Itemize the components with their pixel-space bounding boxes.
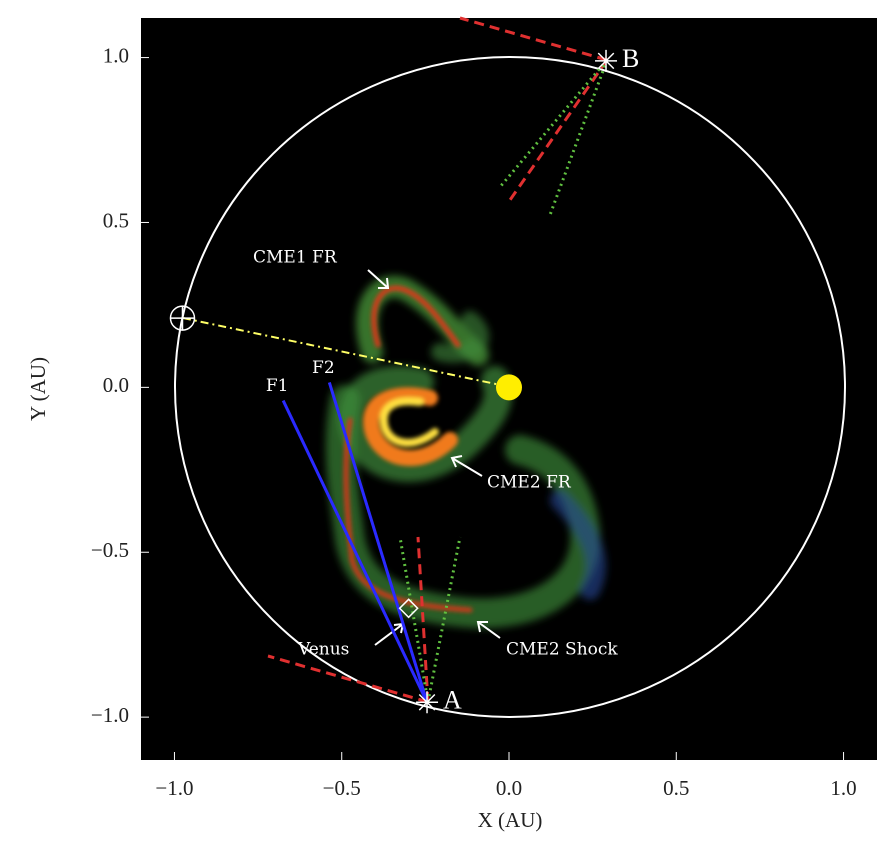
spacecraft-label: B bbox=[622, 44, 639, 73]
venus-marker bbox=[398, 598, 419, 619]
sun-earth-line bbox=[182, 317, 511, 388]
x-tick-label: −1.0 bbox=[155, 776, 193, 800]
x-tick-label: 1.0 bbox=[830, 776, 856, 800]
earth-marker bbox=[169, 305, 196, 331]
annotation: Venus bbox=[297, 640, 349, 660]
y-axis-label: Y (AU) bbox=[26, 357, 50, 421]
y-tick-label: 0.5 bbox=[103, 208, 129, 232]
x-axis-label: X (AU) bbox=[478, 808, 543, 832]
x-tick-label: 0.5 bbox=[663, 776, 689, 800]
view-lines bbox=[267, 16, 609, 704]
field-line-label: F1 bbox=[266, 376, 289, 396]
y-tick-label: −0.5 bbox=[91, 538, 129, 562]
cme-structures bbox=[325, 275, 606, 629]
y-tick-label: −1.0 bbox=[91, 703, 129, 727]
annotation: CME1 FR bbox=[253, 248, 338, 268]
sun-marker bbox=[496, 374, 522, 401]
x-tick-label: −0.5 bbox=[323, 776, 361, 800]
spacecraft-marker bbox=[595, 49, 618, 72]
annotation: CME2 FR bbox=[487, 473, 572, 493]
y-tick-label: 1.0 bbox=[103, 43, 129, 67]
field-line bbox=[327, 381, 429, 703]
spacecraft-label: A bbox=[443, 685, 462, 714]
x-tick-label: 0.0 bbox=[496, 776, 522, 800]
field-line-label: F2 bbox=[312, 358, 335, 378]
orbit-circle bbox=[174, 56, 846, 718]
field-line bbox=[281, 399, 429, 703]
y-tick-label: 0.0 bbox=[103, 373, 129, 397]
spacecraft-marker bbox=[416, 691, 439, 714]
annotation: CME2 Shock bbox=[506, 640, 618, 660]
